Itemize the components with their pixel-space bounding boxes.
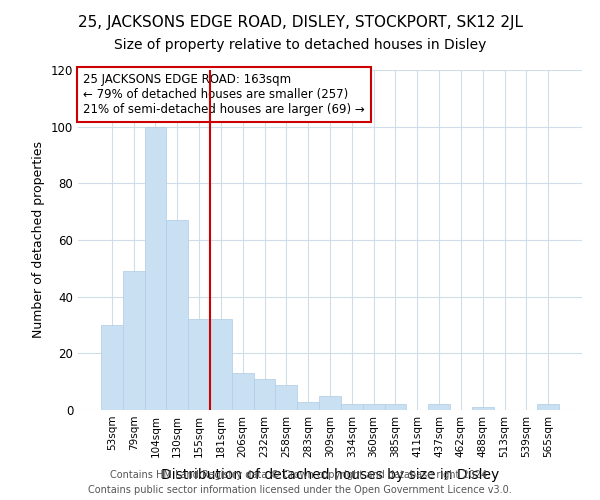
Bar: [472, 407, 494, 410]
Bar: [232, 373, 254, 410]
Bar: [254, 379, 275, 410]
Bar: [428, 404, 450, 410]
Bar: [363, 404, 385, 410]
Bar: [341, 404, 363, 410]
Bar: [319, 396, 341, 410]
Bar: [275, 384, 297, 410]
Bar: [145, 126, 166, 410]
Text: Contains public sector information licensed under the Open Government Licence v3: Contains public sector information licen…: [88, 485, 512, 495]
Text: 25, JACKSONS EDGE ROAD, DISLEY, STOCKPORT, SK12 2JL: 25, JACKSONS EDGE ROAD, DISLEY, STOCKPOR…: [77, 15, 523, 30]
X-axis label: Distribution of detached houses by size in Disley: Distribution of detached houses by size …: [161, 468, 499, 482]
Bar: [537, 404, 559, 410]
Bar: [385, 404, 406, 410]
Y-axis label: Number of detached properties: Number of detached properties: [32, 142, 45, 338]
Text: Size of property relative to detached houses in Disley: Size of property relative to detached ho…: [114, 38, 486, 52]
Bar: [101, 325, 123, 410]
Bar: [123, 271, 145, 410]
Text: 25 JACKSONS EDGE ROAD: 163sqm
← 79% of detached houses are smaller (257)
21% of : 25 JACKSONS EDGE ROAD: 163sqm ← 79% of d…: [83, 74, 365, 116]
Text: Contains HM Land Registry data © Crown copyright and database right 2024.: Contains HM Land Registry data © Crown c…: [110, 470, 490, 480]
Bar: [297, 402, 319, 410]
Bar: [188, 320, 210, 410]
Bar: [166, 220, 188, 410]
Bar: [210, 320, 232, 410]
